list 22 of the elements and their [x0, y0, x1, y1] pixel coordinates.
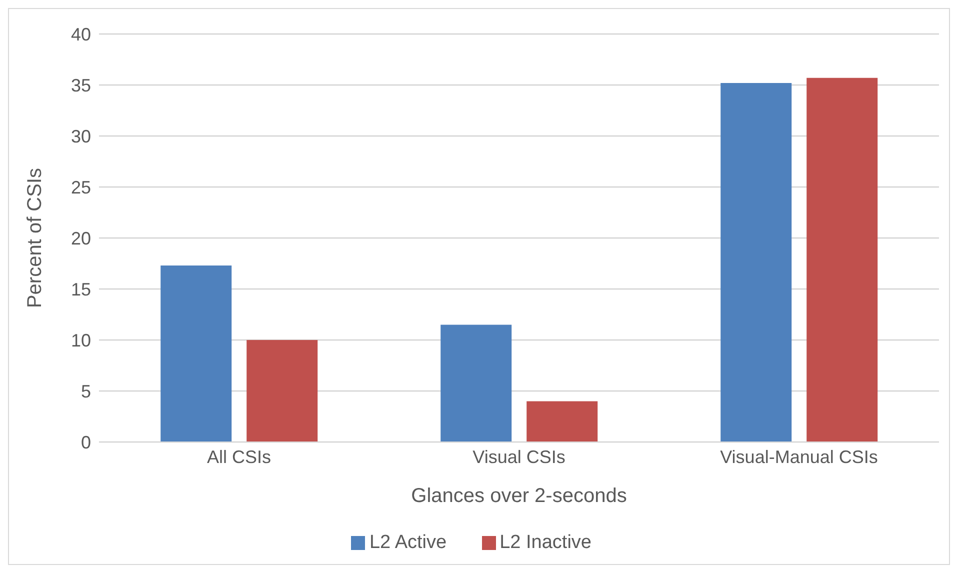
bar [526, 401, 598, 442]
bar [160, 266, 232, 442]
y-tick-label: 0 [80, 432, 91, 452]
y-tick-label: 15 [70, 279, 91, 300]
y-tick-label: 5 [80, 381, 91, 402]
y-tick-label: 10 [70, 330, 91, 350]
x-tick-label: Visual CSIs [472, 446, 566, 467]
y-tick-label: 40 [70, 24, 91, 44]
y-tick-label: 25 [70, 177, 91, 198]
bar [806, 78, 878, 442]
y-axis-title: Percent of CSIs [24, 168, 46, 308]
y-tick-label: 20 [70, 228, 91, 248]
bar [246, 340, 318, 442]
x-tick-label: Visual-Manual CSIs [720, 446, 878, 467]
legend-label: L2 Inactive [500, 532, 592, 553]
legend-label: L2 Active [369, 532, 447, 553]
y-tick-label: 30 [70, 126, 91, 146]
bar [440, 324, 512, 442]
x-tick-label: All CSIs [206, 446, 272, 467]
bar [720, 82, 792, 442]
y-tick-label: 35 [70, 75, 91, 96]
x-axis-title: Glances over 2-seconds [411, 485, 627, 507]
